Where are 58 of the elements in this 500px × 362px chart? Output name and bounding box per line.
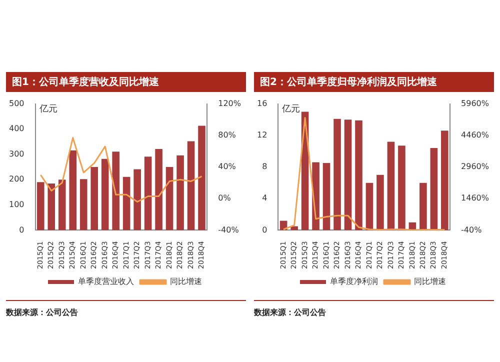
bar	[112, 152, 120, 230]
bar	[366, 182, 374, 230]
y2-tick-label: 80%	[218, 130, 236, 140]
y-tick-label: 0	[19, 225, 24, 234]
y-tick-label: 100	[8, 200, 24, 210]
y-tick-label: 0	[262, 225, 268, 234]
y-axis-title: 亿元	[38, 104, 58, 115]
y-axis-title: 亿元	[281, 104, 300, 115]
bar	[155, 149, 162, 230]
bar	[334, 118, 341, 230]
bar	[355, 120, 362, 230]
y-tick-label: 12	[256, 130, 268, 140]
y2-tick-label: 0%	[218, 194, 232, 203]
source-note: 数据来源：公司公告	[6, 307, 79, 318]
bar	[420, 182, 427, 230]
y-tick-label: 200	[8, 174, 24, 184]
bar	[322, 163, 330, 230]
bar	[344, 120, 352, 230]
y2-tick-label: 4460%	[461, 130, 490, 140]
legend-label: 单季度营业收入	[78, 277, 134, 286]
bar	[69, 150, 77, 230]
bar	[398, 146, 406, 230]
chart-title: 图1：公司单季度营收及同比增速	[6, 72, 246, 92]
y-tick-label: 400	[8, 124, 24, 134]
bar	[144, 156, 152, 230]
legend-label: 单季度净利润	[330, 277, 378, 286]
bar	[430, 148, 438, 230]
y2-tick-label: -40%	[218, 225, 240, 234]
bar	[187, 141, 195, 230]
y2-tick-label: 40%	[218, 162, 236, 172]
y-tick-label: 500	[8, 98, 24, 108]
y-tick-label: 4	[262, 194, 268, 203]
bar	[122, 176, 130, 230]
y2-tick-label: 5960%	[461, 98, 490, 108]
legend-label: 同比增速	[414, 277, 446, 286]
y2-tick-label: -40%	[461, 225, 482, 234]
bar	[48, 183, 56, 230]
bar	[387, 142, 395, 230]
bar	[80, 179, 88, 230]
chart-title: 图2：公司单季度归母净利润及同比增速	[254, 72, 494, 92]
y2-tick-label: 2960%	[461, 162, 490, 172]
bar	[441, 130, 448, 230]
legend-label: 同比增速	[170, 277, 202, 286]
y2-tick-label: 120%	[218, 98, 242, 108]
bar	[58, 180, 66, 230]
y-tick-label: 16	[256, 98, 268, 108]
y-tick-label: 8	[262, 162, 268, 172]
bar	[166, 167, 174, 230]
bar	[134, 169, 141, 230]
bar	[176, 155, 184, 230]
bar	[376, 174, 384, 230]
source-note: 数据来源：公司公告	[254, 307, 327, 318]
bar	[198, 126, 206, 230]
bar	[101, 158, 109, 230]
bar	[90, 167, 98, 230]
y2-tick-label: 1460%	[461, 194, 490, 203]
bar	[36, 182, 44, 230]
y-tick-label: 300	[8, 149, 24, 158]
